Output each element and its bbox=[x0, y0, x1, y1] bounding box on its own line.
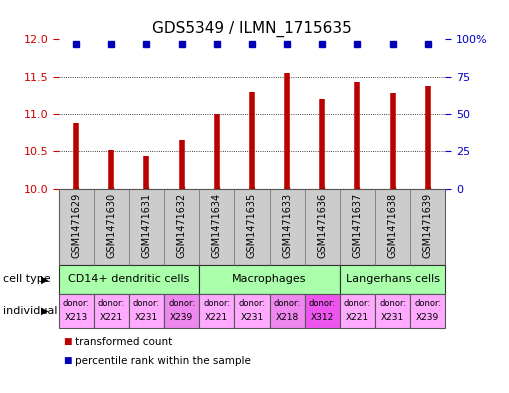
Text: donor:: donor: bbox=[98, 299, 125, 309]
Text: X221: X221 bbox=[346, 313, 369, 322]
Text: donor:: donor: bbox=[168, 299, 195, 309]
Text: donor:: donor: bbox=[414, 299, 441, 309]
Text: ▶: ▶ bbox=[41, 274, 48, 285]
Text: donor:: donor: bbox=[238, 299, 266, 309]
Text: cell type: cell type bbox=[3, 274, 50, 285]
Text: percentile rank within the sample: percentile rank within the sample bbox=[75, 356, 251, 366]
Text: donor:: donor: bbox=[309, 299, 336, 309]
Text: GSM1471629: GSM1471629 bbox=[71, 192, 81, 258]
Text: GSM1471632: GSM1471632 bbox=[177, 192, 187, 258]
Text: ■: ■ bbox=[64, 356, 72, 365]
Text: X213: X213 bbox=[65, 313, 88, 322]
Text: donor:: donor: bbox=[203, 299, 231, 309]
Text: donor:: donor: bbox=[133, 299, 160, 309]
Text: GSM1471637: GSM1471637 bbox=[352, 192, 362, 258]
Text: GSM1471639: GSM1471639 bbox=[423, 193, 433, 257]
Text: X218: X218 bbox=[275, 313, 299, 322]
Text: ■: ■ bbox=[64, 338, 72, 346]
Text: GSM1471638: GSM1471638 bbox=[388, 193, 398, 257]
Text: GSM1471633: GSM1471633 bbox=[282, 193, 292, 257]
Text: GSM1471631: GSM1471631 bbox=[142, 193, 152, 257]
Text: donor:: donor: bbox=[273, 299, 301, 309]
Text: GSM1471635: GSM1471635 bbox=[247, 192, 257, 258]
Text: Langerhans cells: Langerhans cells bbox=[346, 274, 440, 285]
Text: donor:: donor: bbox=[63, 299, 90, 309]
Text: X231: X231 bbox=[135, 313, 158, 322]
Text: GSM1471630: GSM1471630 bbox=[106, 193, 116, 257]
Title: GDS5349 / ILMN_1715635: GDS5349 / ILMN_1715635 bbox=[152, 20, 352, 37]
Text: GSM1471636: GSM1471636 bbox=[317, 193, 327, 257]
Text: X239: X239 bbox=[170, 313, 193, 322]
Text: donor:: donor: bbox=[379, 299, 406, 309]
Text: donor:: donor: bbox=[344, 299, 371, 309]
Text: GSM1471634: GSM1471634 bbox=[212, 193, 222, 257]
Text: X231: X231 bbox=[381, 313, 404, 322]
Text: Macrophages: Macrophages bbox=[232, 274, 307, 285]
Text: X231: X231 bbox=[240, 313, 264, 322]
Text: X221: X221 bbox=[100, 313, 123, 322]
Text: individual: individual bbox=[3, 306, 57, 316]
Text: ▶: ▶ bbox=[41, 306, 48, 316]
Text: X239: X239 bbox=[416, 313, 439, 322]
Text: transformed count: transformed count bbox=[75, 337, 172, 347]
Text: CD14+ dendritic cells: CD14+ dendritic cells bbox=[68, 274, 189, 285]
Text: X312: X312 bbox=[310, 313, 334, 322]
Text: X221: X221 bbox=[205, 313, 229, 322]
